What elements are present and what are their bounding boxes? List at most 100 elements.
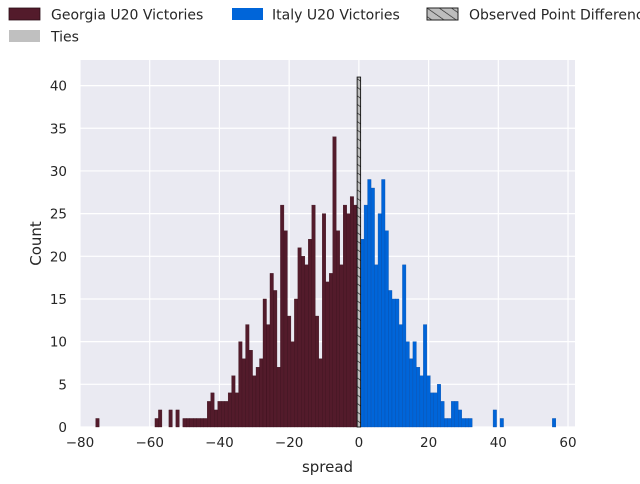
bar-italy-u20-victories xyxy=(492,409,497,428)
legend-label-georgia: Georgia U20 Victories xyxy=(51,8,203,24)
bar-italy-u20-victories xyxy=(552,418,557,428)
bars xyxy=(95,76,557,428)
bar-georgia-u20-victories xyxy=(200,418,204,428)
y-tick-label: 10 xyxy=(50,335,67,351)
bar-italy-u20-victories xyxy=(370,187,375,428)
bar-italy-u20-victories xyxy=(402,264,407,428)
bar-georgia-u20-victories xyxy=(353,204,358,428)
bar-italy-u20-victories xyxy=(363,204,368,428)
bar-georgia-u20-victories xyxy=(234,392,239,428)
bar-italy-u20-victories xyxy=(405,341,410,428)
y-tick-label: 20 xyxy=(50,249,67,265)
legend-swatch-observed xyxy=(426,7,459,21)
bar-georgia-u20-victories xyxy=(332,136,337,428)
bar-italy-u20-victories xyxy=(360,239,365,428)
bar-italy-u20-victories xyxy=(398,324,403,428)
bar-georgia-u20-victories xyxy=(245,324,250,428)
bar-italy-u20-victories xyxy=(447,418,452,428)
x-tick-label: −80 xyxy=(66,435,95,451)
bar-georgia-u20-victories xyxy=(294,298,299,428)
bar-georgia-u20-victories xyxy=(214,409,218,428)
bar-observed-point-difference xyxy=(356,76,362,428)
bar-italy-u20-victories xyxy=(395,298,400,428)
bar-georgia-u20-victories xyxy=(193,418,197,428)
bar-georgia-u20-victories xyxy=(322,213,326,428)
bar-italy-u20-victories xyxy=(444,418,448,428)
bar-georgia-u20-victories xyxy=(297,247,302,428)
bar-georgia-u20-victories xyxy=(203,418,208,428)
bar-georgia-u20-victories xyxy=(221,401,225,428)
bar-italy-u20-victories xyxy=(430,392,434,428)
bar-italy-u20-victories xyxy=(468,418,473,428)
y-tick-label: 35 xyxy=(50,121,67,137)
bar-georgia-u20-victories xyxy=(349,196,354,428)
bar-italy-u20-victories xyxy=(465,418,469,428)
tick-labels: −80 −60 −40 −20 0 20 40 60 0 5 10 15 20 25 30 35 40 xyxy=(50,79,577,451)
x-tick-label: 40 xyxy=(490,435,507,451)
x-tick-label: −60 xyxy=(135,435,164,451)
bar-georgia-u20-victories xyxy=(196,418,201,428)
bar-georgia-u20-victories xyxy=(311,204,316,428)
bar-georgia-u20-victories xyxy=(283,230,288,428)
legend-label-ties: Ties xyxy=(50,30,79,46)
bar-georgia-u20-victories xyxy=(217,401,222,428)
bar-italy-u20-victories xyxy=(440,401,445,428)
bar-georgia-u20-victories xyxy=(315,315,319,428)
legend: Georgia U20 Victories Italy U20 Victorie… xyxy=(8,7,640,46)
bar-georgia-u20-victories xyxy=(231,375,236,428)
bar-italy-u20-victories xyxy=(391,298,396,428)
x-tick-label: −40 xyxy=(205,435,234,451)
bar-georgia-u20-victories xyxy=(95,418,100,428)
bar-georgia-u20-victories xyxy=(182,418,187,428)
bar-georgia-u20-victories xyxy=(280,204,285,428)
bar-italy-u20-victories xyxy=(412,341,417,428)
legend-label-italy: Italy U20 Victories xyxy=(272,8,400,24)
y-axis-label: Count xyxy=(27,221,45,266)
bar-italy-u20-victories xyxy=(458,409,462,428)
y-tick-label: 30 xyxy=(50,164,67,180)
bar-italy-u20-victories xyxy=(374,264,379,428)
legend-swatch-ties xyxy=(9,30,40,42)
bar-georgia-u20-victories xyxy=(207,401,211,428)
bar-italy-u20-victories xyxy=(423,324,428,428)
bar-georgia-u20-victories xyxy=(269,273,274,428)
bar-italy-u20-victories xyxy=(377,213,382,428)
legend-swatch-georgia xyxy=(8,7,41,21)
bar-georgia-u20-victories xyxy=(290,341,295,428)
bar-georgia-u20-victories xyxy=(339,264,344,428)
bar-georgia-u20-victories xyxy=(154,418,159,428)
bar-georgia-u20-victories xyxy=(175,409,180,428)
bar-georgia-u20-victories xyxy=(343,204,347,428)
bar-georgia-u20-victories xyxy=(329,273,333,428)
bar-georgia-u20-victories xyxy=(241,358,246,428)
bar-georgia-u20-victories xyxy=(336,230,340,428)
bar-italy-u20-victories xyxy=(416,367,421,428)
legend-label-observed: Observed Point Difference xyxy=(469,8,640,24)
bar-georgia-u20-victories xyxy=(168,409,173,428)
y-tick-label: 40 xyxy=(50,79,67,95)
bar-italy-u20-victories xyxy=(381,179,386,428)
bar-italy-u20-victories xyxy=(419,375,424,428)
bar-georgia-u20-victories xyxy=(287,315,292,428)
bar-georgia-u20-victories xyxy=(224,401,229,428)
bar-italy-u20-victories xyxy=(499,418,504,428)
bar-georgia-u20-victories xyxy=(262,298,267,428)
bar-italy-u20-victories xyxy=(433,392,438,428)
bar-georgia-u20-victories xyxy=(255,367,260,428)
bar-georgia-u20-victories xyxy=(189,418,194,428)
y-tick-label: 15 xyxy=(50,292,67,308)
bar-italy-u20-victories xyxy=(384,230,389,428)
bar-italy-u20-victories xyxy=(451,401,455,428)
x-axis-label: spread xyxy=(302,458,353,476)
bar-georgia-u20-victories xyxy=(304,264,309,428)
x-tick-label: 20 xyxy=(420,435,437,451)
bar-georgia-u20-victories xyxy=(308,239,312,428)
bar-georgia-u20-victories xyxy=(158,409,163,428)
bar-georgia-u20-victories xyxy=(273,290,278,428)
bar-georgia-u20-victories xyxy=(186,418,190,428)
bar-italy-u20-victories xyxy=(367,179,372,428)
bar-italy-u20-victories xyxy=(426,375,431,428)
bar-italy-u20-victories xyxy=(461,418,466,428)
